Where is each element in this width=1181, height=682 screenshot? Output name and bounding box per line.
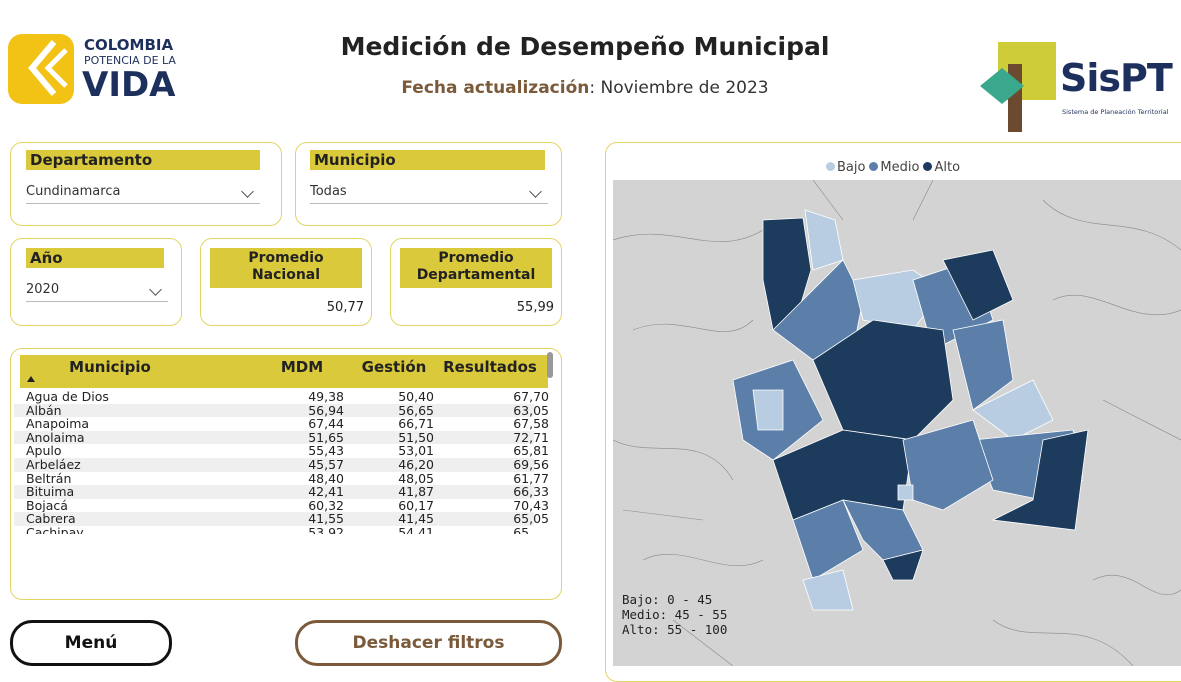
cell-number: 48,05 <box>398 470 434 486</box>
cell-number: 61,77 <box>513 470 549 486</box>
cell-number: 48,40 <box>308 470 344 486</box>
cell-number: 49,38 <box>308 389 344 404</box>
cell-number: 51,65 <box>308 429 344 445</box>
cell-name: Albán <box>26 402 62 418</box>
cell-number: 53,92 <box>308 526 344 534</box>
column-header[interactable]: MDM <box>280 358 324 376</box>
cell-name: Cabrera <box>26 511 76 527</box>
title: Medición de Desempeño Municipal <box>340 32 830 61</box>
cell-number: 63,05 <box>513 402 549 418</box>
update-value: : Noviembre de 2023 <box>589 78 769 98</box>
update-label: Fecha actualización <box>401 78 590 98</box>
cell-name: Anapoima <box>26 416 90 432</box>
cell-number: 45,57 <box>308 457 344 472</box>
table-row: Beltrán 48,40 48,05 61,77 <box>14 470 549 486</box>
logo-line: POTENCIA DE LA <box>84 54 176 67</box>
legend-label: Medio <box>880 160 920 175</box>
filter-label: Municipio <box>310 150 545 170</box>
sispt-tagline: Sistema de Planeación Territorial <box>1062 108 1169 116</box>
cell-number: 65,30 <box>513 526 534 534</box>
range-label: Alto: 55 - 100 <box>622 622 728 637</box>
legend-dot <box>869 162 879 171</box>
range-label: Bajo: 0 - 45 <box>622 592 713 607</box>
reset-button[interactable]: Deshacer filtros <box>295 620 562 666</box>
logo-line: VIDA <box>82 65 176 105</box>
table-row: Arbeláez 45,57 46,20 69,56 <box>14 457 549 472</box>
cell-number: 72,71 <box>513 429 549 445</box>
table-row: Albán 56,94 56,65 63,05 <box>14 402 549 418</box>
dropdown[interactable]: 2020 <box>26 282 168 302</box>
column-header[interactable]: Resultados <box>443 358 537 376</box>
cell-name: Cachipay <box>26 526 84 534</box>
cell-name: Anolaima <box>26 429 85 445</box>
cell-number: 46,20 <box>398 457 434 472</box>
kpi-value: 50,77 <box>326 300 364 315</box>
table-row: Bituima 42,41 41,87 66,33 <box>14 484 549 500</box>
logo-icon <box>8 34 74 104</box>
cell-name: Arbeláez <box>26 457 81 472</box>
filter-label: Departamento <box>26 150 260 170</box>
cell-name: Agua de Dios <box>26 389 109 404</box>
menu-button[interactable]: Menú <box>10 620 172 666</box>
table-row: Agua de Dios 49,38 50,40 67,70 <box>14 389 549 404</box>
cell-number: 67,58 <box>513 416 549 432</box>
cell-number: 50,40 <box>398 389 434 404</box>
table-row: Anapoima 67,44 66,71 67,58 <box>14 416 549 432</box>
table-row: Anolaima 51,65 51,50 72,71 <box>14 429 549 445</box>
legend-dot <box>825 162 835 171</box>
cell-number: 65,05 <box>513 511 549 527</box>
cell-number: 69,56 <box>513 457 549 472</box>
filter-label: Año <box>26 248 164 268</box>
kpi-label: Promedio Departamental <box>400 248 552 288</box>
legend-dot <box>923 162 933 171</box>
table-row: Cachipay 53,92 54,41 65,30 <box>14 526 534 534</box>
cell-number: 66,71 <box>398 416 434 432</box>
range-label: Medio: 45 - 55 <box>622 607 728 622</box>
cell-number: 65,81 <box>513 443 549 459</box>
map-ranges: Bajo: 0 - 45 Medio: 45 - 55 Alto: 55 - 100 <box>622 592 727 637</box>
cell-number: 56,94 <box>308 402 344 418</box>
cell-number: 55,43 <box>308 443 344 459</box>
cell-name: Bojacá <box>26 497 68 513</box>
table-row: Bojacá 60,32 60,17 70,43 <box>14 497 549 513</box>
cell-name: Bituima <box>26 484 75 500</box>
table-header <box>20 355 548 388</box>
sispt-icon <box>980 42 1056 132</box>
cell-number: 60,32 <box>308 497 344 513</box>
kpi-label: Promedio Nacional <box>210 248 362 288</box>
cell-number: 41,87 <box>398 484 434 500</box>
table-row: Cabrera 41,55 41,45 65,05 <box>14 511 549 527</box>
logo-line: COLOMBIA <box>84 36 174 54</box>
cell-number: 66,33 <box>513 484 549 500</box>
cell-number: 41,55 <box>308 511 344 527</box>
cell-name: Beltrán <box>26 470 72 486</box>
cell-number: 67,70 <box>513 389 549 404</box>
legend-label: Bajo <box>836 160 866 175</box>
subtitle: Fecha actualización: Noviembre de 2023 <box>0 78 1170 98</box>
table-row: Apulo 55,43 53,01 65,81 <box>14 443 549 459</box>
column-header[interactable]: Municipio <box>69 358 151 376</box>
cell-number: 67,44 <box>308 416 344 432</box>
map <box>613 180 1181 666</box>
cell-number: 53,01 <box>398 443 434 459</box>
legend-label: Alto <box>934 160 961 175</box>
cell-number: 41,45 <box>398 511 434 527</box>
sispt-name: SisPT <box>1060 56 1173 100</box>
dropdown[interactable]: Todas <box>310 184 548 204</box>
cell-name: Apulo <box>26 443 62 459</box>
column-header[interactable]: Gestión <box>361 358 427 376</box>
cell-number: 51,50 <box>398 429 434 445</box>
cell-number: 60,17 <box>398 497 434 513</box>
cell-number: 70,43 <box>513 497 549 513</box>
sort-arrow <box>27 376 35 382</box>
page: COLOMBIA POTENCIA DE LA VIDA Medición de… <box>0 0 1181 666</box>
cell-number: 54,41 <box>398 526 434 534</box>
kpi-value: 55,99 <box>516 300 554 315</box>
cell-number: 56,65 <box>398 402 434 418</box>
cell-number: 42,41 <box>308 484 344 500</box>
scrollbar[interactable] <box>547 352 553 378</box>
dropdown[interactable]: Cundinamarca <box>26 184 260 204</box>
map-legend: Bajo Medio Alto <box>605 160 1181 175</box>
